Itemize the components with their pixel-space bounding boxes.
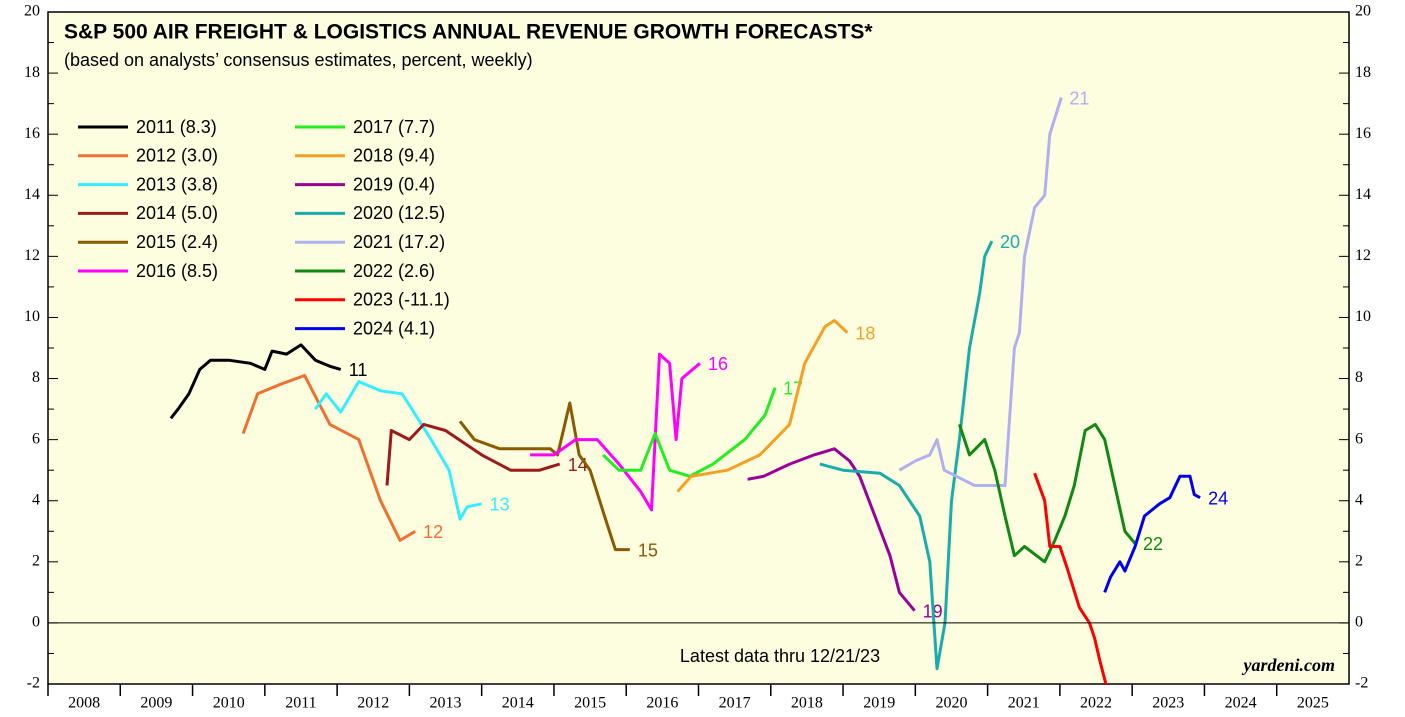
end-label: 20 xyxy=(1000,232,1020,252)
x-tick-label: 2022 xyxy=(1080,695,1112,712)
legend-label: 2016 (8.5) xyxy=(136,261,218,281)
legend-label: 2023 (-11.1) xyxy=(353,290,450,310)
y-tick-label: -2 xyxy=(27,675,40,692)
y2-tick-label: 10 xyxy=(1355,308,1371,325)
y2-tick-label: 20 xyxy=(1355,3,1371,20)
y-tick-label: 12 xyxy=(24,247,40,264)
source: yardeni.com xyxy=(1242,655,1336,675)
x-tick-label: 2016 xyxy=(646,695,678,712)
legend-label: 2017 (7.7) xyxy=(353,117,435,137)
series-line xyxy=(169,343,342,420)
x-tick-label: 2023 xyxy=(1152,695,1184,712)
series-line xyxy=(957,422,1137,564)
end-label: 21 xyxy=(1069,88,1089,108)
end-label: 23 xyxy=(1129,708,1149,717)
x-tick-label: 2013 xyxy=(430,695,462,712)
plot-area xyxy=(47,11,1350,685)
y2-tick-label: 6 xyxy=(1355,430,1363,447)
x-tick-label: 2021 xyxy=(1008,695,1040,712)
y2-tick-label: 14 xyxy=(1355,186,1371,203)
series-line xyxy=(385,422,561,486)
x-tick-label: 2018 xyxy=(791,695,823,712)
y2-tick-label: -2 xyxy=(1355,675,1368,692)
x-tick-label: 2017 xyxy=(719,695,751,712)
y-tick-label: 10 xyxy=(24,308,40,325)
end-label: 18 xyxy=(855,323,875,343)
series-line xyxy=(1033,472,1108,684)
series-line xyxy=(602,387,777,478)
legend-label: 2014 (5.0) xyxy=(136,203,218,223)
series-line xyxy=(530,352,701,512)
series-line xyxy=(747,447,916,612)
series-line xyxy=(241,374,416,542)
series-line xyxy=(898,97,1063,487)
y2-tick-label: 12 xyxy=(1355,247,1371,264)
x-tick-label: 2008 xyxy=(68,695,100,712)
annotation: Latest data thru 12/21/23 xyxy=(680,646,880,666)
series-line xyxy=(1103,474,1201,593)
x-tick-label: 2019 xyxy=(863,695,895,712)
x-tick-label: 2025 xyxy=(1297,695,1329,712)
chart-subtitle: (based on analysts’ consensus estimates,… xyxy=(64,50,533,70)
y2-tick-label: 8 xyxy=(1355,369,1363,386)
end-label: 16 xyxy=(708,354,728,374)
y2-tick-label: 16 xyxy=(1355,125,1371,142)
y-tick-label: 0 xyxy=(32,614,40,631)
end-label: 11 xyxy=(349,360,368,380)
x-tick-label: 2010 xyxy=(213,695,245,712)
legend-label: 2015 (2.4) xyxy=(136,232,218,252)
end-label: 15 xyxy=(638,540,658,560)
legend-label: 2022 (2.6) xyxy=(353,261,435,281)
y-tick-label: 4 xyxy=(32,491,40,508)
end-label: 13 xyxy=(490,495,510,515)
legend-label: 2024 (4.1) xyxy=(353,318,435,338)
y2-tick-label: 2 xyxy=(1355,552,1363,569)
series-line xyxy=(676,319,849,493)
end-label: 22 xyxy=(1143,534,1163,554)
legend-label: 2013 (3.8) xyxy=(136,174,218,194)
y2-tick-label: 18 xyxy=(1355,64,1371,81)
y-tick-label: 16 xyxy=(24,125,40,142)
x-tick-label: 2011 xyxy=(285,695,316,712)
series-line xyxy=(458,401,630,552)
end-label: 24 xyxy=(1208,488,1228,508)
y-tick-label: 18 xyxy=(24,64,40,81)
x-tick-label: 2009 xyxy=(140,695,172,712)
legend-label: 2021 (17.2) xyxy=(353,232,445,252)
y2-tick-label: 4 xyxy=(1355,491,1363,508)
y-tick-label: 8 xyxy=(32,369,40,386)
series-line xyxy=(314,380,483,521)
legend-label: 2012 (3.0) xyxy=(136,146,218,166)
lines: 1112131415161718192021222324 xyxy=(169,88,1228,717)
x-tick-label: 2014 xyxy=(502,695,534,712)
y-tick-label: 2 xyxy=(32,552,40,569)
end-label: 12 xyxy=(423,522,443,542)
x-tick-label: 2024 xyxy=(1225,695,1257,712)
legend-label: 2019 (0.4) xyxy=(353,174,435,194)
y-tick-label: 14 xyxy=(24,186,40,203)
chart-title: S&P 500 AIR FREIGHT & LOGISTICS ANNUAL R… xyxy=(64,21,873,44)
y-tick-label: 6 xyxy=(32,430,40,447)
x-tick-label: 2015 xyxy=(574,695,606,712)
legend-label: 2020 (12.5) xyxy=(353,203,445,223)
series-line xyxy=(819,240,994,671)
y-tick-label: 20 xyxy=(24,3,40,20)
legend-label: 2011 (8.3) xyxy=(136,117,217,137)
y2-tick-label: 0 xyxy=(1355,614,1363,631)
x-tick-label: 2020 xyxy=(935,695,967,712)
legend-label: 2018 (9.4) xyxy=(353,146,435,166)
x-tick-label: 2012 xyxy=(357,695,389,712)
